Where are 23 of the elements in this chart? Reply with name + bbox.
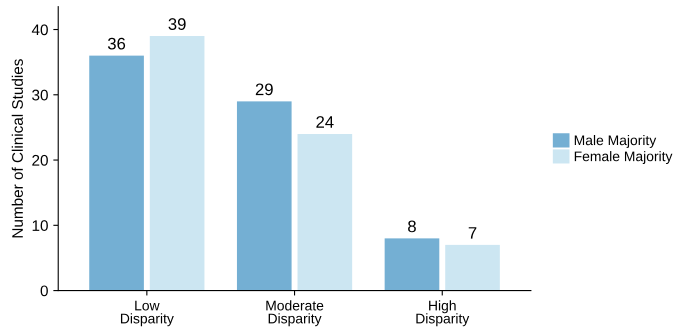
data-label: 29 — [256, 83, 273, 96]
legend-label: Female Majority — [574, 151, 672, 164]
data-label: 24 — [316, 116, 334, 128]
x-tick-label: High Disparity — [416, 300, 470, 326]
bar — [445, 244, 500, 291]
bar — [298, 134, 352, 291]
y-tick-label: 0 — [40, 285, 48, 296]
y-tick-label: 10 — [32, 220, 48, 231]
bar — [384, 238, 440, 291]
y-tick-label: 20 — [32, 154, 48, 166]
bar — [236, 101, 292, 291]
x-tick-label: Low Disparity — [120, 300, 174, 326]
legend-label: Male Majority — [574, 134, 656, 148]
y-tick-label: 40 — [32, 24, 48, 36]
data-label: 8 — [408, 220, 416, 232]
data-label: 7 — [468, 227, 476, 239]
x-tick-label: Moderate Disparity — [266, 300, 324, 326]
data-label: 39 — [168, 18, 186, 30]
bar — [150, 36, 204, 291]
bar — [89, 56, 144, 291]
y-axis-title: Number of Clinical Studies — [12, 59, 23, 238]
data-label: 36 — [108, 38, 126, 50]
y-tick-label: 30 — [32, 90, 48, 100]
